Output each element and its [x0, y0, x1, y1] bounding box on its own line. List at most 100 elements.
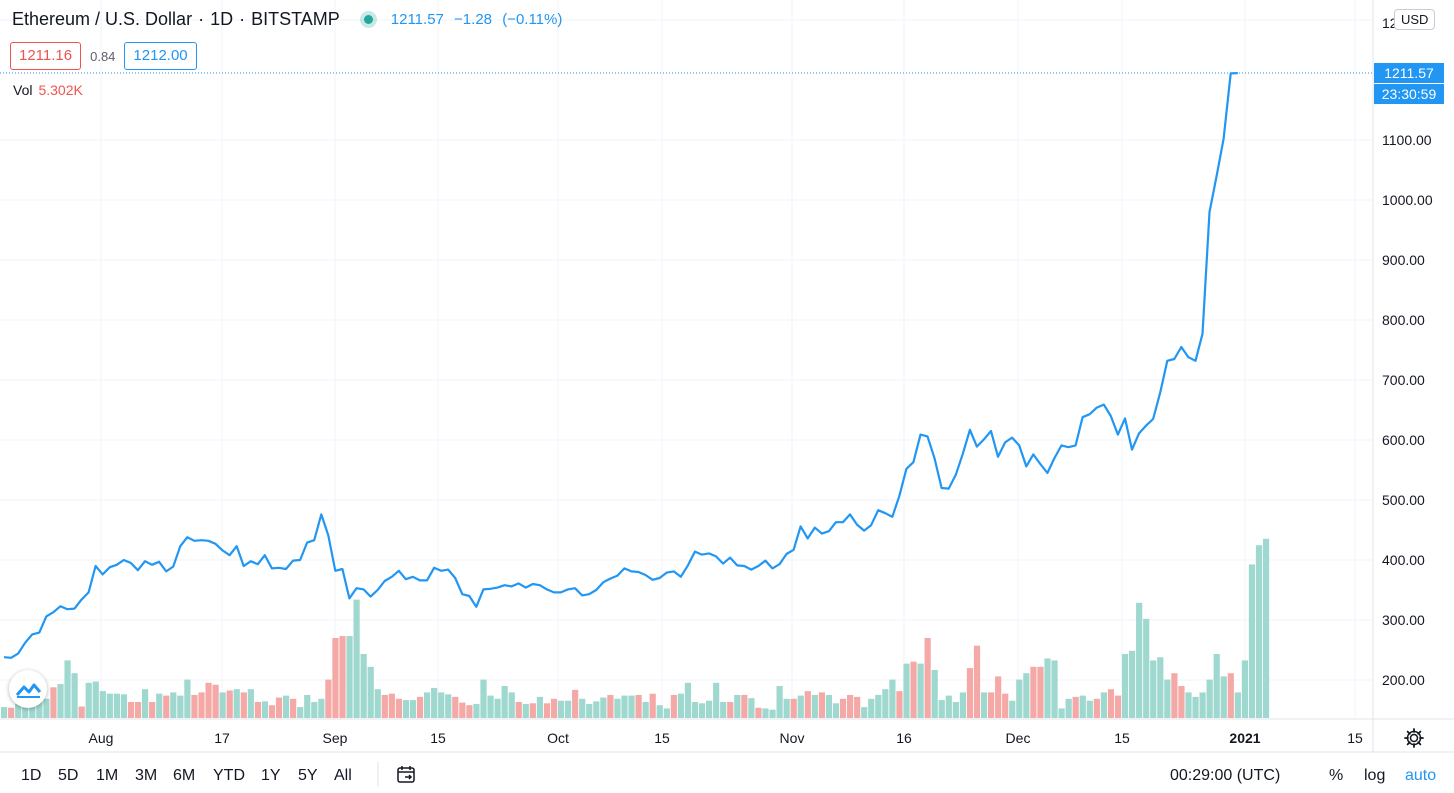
time-tick-label: 15: [654, 730, 670, 746]
utc-clock[interactable]: 00:29:00 (UTC): [1170, 767, 1281, 784]
volume-bar: [565, 700, 572, 718]
volume-bar: [988, 692, 995, 718]
header-separator: ·: [198, 9, 205, 29]
log-scale-toggle[interactable]: log: [1364, 767, 1386, 784]
volume-bar: [614, 698, 621, 718]
tradingview-logo-icon[interactable]: [9, 670, 47, 708]
volume-bar: [1086, 700, 1093, 718]
goto-date-icon[interactable]: [396, 765, 418, 785]
volume-bar: [557, 700, 565, 718]
volume-bar: [92, 681, 99, 718]
volume-bar: [706, 700, 713, 718]
time-tick-label: 15: [430, 730, 446, 746]
percent-scale-toggle[interactable]: %: [1329, 767, 1344, 784]
volume-bar: [995, 676, 1002, 718]
time-tick-label: 16: [896, 730, 912, 746]
timeframe-6m[interactable]: 6M: [173, 767, 196, 784]
volume-bar: [1058, 708, 1065, 718]
interval[interactable]: 1D: [210, 9, 234, 29]
bottom-toolbar: 1D 5D 1M 3M 6M YTD 1Y 5Y All 00:29:00 (U…: [0, 757, 1454, 793]
volume-bar: [607, 694, 614, 718]
volume-bar: [727, 702, 734, 718]
volume-bar: [515, 702, 522, 718]
timeframe-all[interactable]: All: [334, 767, 352, 784]
market-status-icon[interactable]: [363, 15, 373, 24]
volume-bar: [416, 696, 424, 718]
volume-bar: [163, 695, 170, 718]
volume-bar: [395, 698, 402, 718]
timeframe-ytd[interactable]: YTD: [213, 767, 245, 784]
volume-bar: [120, 694, 128, 718]
last-price-label: 1211.57: [1384, 65, 1434, 81]
volume-bar: [741, 694, 748, 718]
spread-value: 0.84: [90, 48, 116, 64]
time-tick-label: Aug: [89, 730, 114, 746]
gear-icon[interactable]: [1403, 727, 1425, 749]
volume-bar: [1136, 602, 1143, 718]
price-series: [3, 72, 1238, 659]
timeframe-5y[interactable]: 5Y: [298, 767, 318, 784]
price-tick-label: 300.00: [1382, 612, 1425, 628]
auto-scale-toggle[interactable]: auto: [1405, 767, 1437, 784]
volume-bar: [431, 687, 438, 718]
volume-bar: [945, 695, 952, 718]
volume-histogram: [1, 538, 1270, 718]
volume-bar: [748, 698, 755, 718]
volume-bar: [1150, 660, 1157, 718]
last-price-marker: 1211.57 23:30:59: [0, 63, 1444, 104]
volume-bar: [85, 682, 92, 718]
volume-bar: [677, 693, 684, 718]
timeframe-5d[interactable]: 5D: [58, 767, 79, 784]
timeframe-1m[interactable]: 1M: [96, 767, 119, 784]
exchange: BITSTAMP: [251, 9, 340, 29]
time-tick-label: 15: [1114, 730, 1130, 746]
volume-bar: [1248, 564, 1256, 718]
volume-bar: [346, 636, 353, 718]
volume-legend[interactable]: Vol 5.302K: [13, 82, 83, 98]
volume-bar: [494, 698, 501, 718]
volume-bar: [811, 694, 818, 718]
timeframe-1y[interactable]: 1Y: [261, 767, 281, 784]
volume-bar: [1192, 696, 1199, 718]
volume-bar: [656, 705, 663, 718]
volume-bar: [99, 691, 106, 718]
volume-bar: [875, 694, 882, 718]
volume-bar: [1164, 679, 1171, 718]
price-change: −1.28: [454, 11, 493, 28]
buy-price-button[interactable]: 1212.00: [124, 42, 197, 70]
volume-bar: [445, 694, 452, 718]
volume-bar: [903, 663, 910, 718]
volume-bar: [29, 698, 36, 718]
volume-bar: [1107, 689, 1115, 718]
volume-bar: [325, 679, 332, 718]
volume-bar: [593, 701, 600, 718]
time-scale[interactable]: Aug 17 Sep 15 Oct 15 Nov 16 Dec 15 2021 15: [89, 730, 1363, 746]
volume-bar: [409, 700, 417, 718]
volume-bar: [1016, 679, 1023, 718]
volume-bar: [1206, 679, 1213, 718]
volume-bar: [1114, 695, 1122, 718]
volume-bar: [917, 663, 924, 718]
currency-button[interactable]: USD: [1394, 9, 1436, 30]
volume-bar: [43, 698, 50, 718]
volume-bar: [353, 599, 360, 718]
volume-bar: [113, 693, 120, 718]
volume-bar: [550, 698, 558, 718]
time-tick-label: Dec: [1006, 730, 1031, 746]
timeframe-1d[interactable]: 1D: [21, 767, 42, 784]
volume-bar: [156, 693, 163, 718]
volume-bar: [1227, 673, 1234, 718]
price-tick-label: 800.00: [1382, 312, 1425, 328]
sell-price-button[interactable]: 1211.16: [10, 42, 82, 70]
volume-bar: [1100, 692, 1107, 718]
price-scale[interactable]: 12 1100.00 1000.00 900.00 800.00 700.00 600.0…: [1382, 15, 1433, 688]
volume-bar: [275, 697, 283, 718]
volume-bar: [142, 689, 149, 718]
volume-value: 5.302K: [38, 82, 83, 98]
symbol-name[interactable]: Ethereum / U.S. Dollar: [12, 9, 193, 29]
volume-bar: [15, 703, 22, 718]
volume-bar: [762, 708, 769, 718]
volume-bar: [698, 703, 706, 718]
timeframe-3m[interactable]: 3M: [135, 767, 158, 784]
